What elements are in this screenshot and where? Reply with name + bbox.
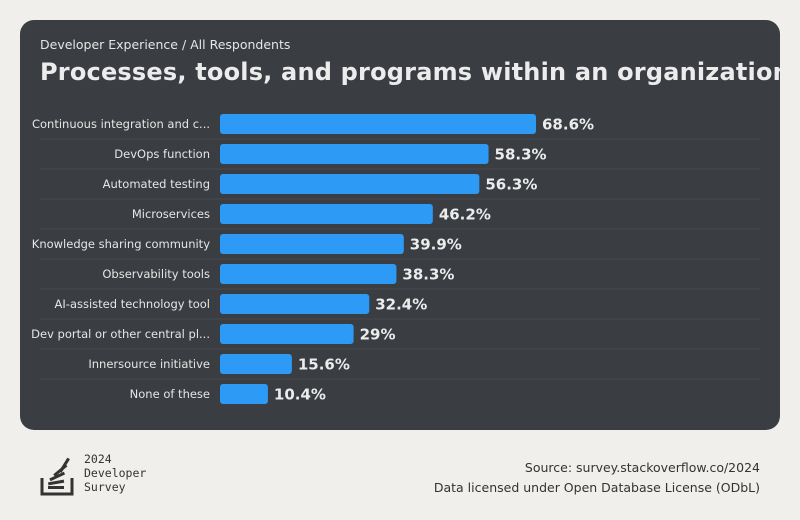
logo-line1: Developer <box>84 466 147 480</box>
bar <box>220 264 397 284</box>
category-label: None of these <box>130 387 210 401</box>
value-label: 15.6% <box>298 356 350 374</box>
value-label: 39.9% <box>410 236 462 254</box>
chart-title: Processes, tools, and programs within an… <box>40 58 780 86</box>
category-label: DevOps function <box>114 147 210 161</box>
bar <box>220 144 489 164</box>
stack-overflow-logo-icon <box>40 457 74 496</box>
source-attribution: Source: survey.stackoverflow.co/2024 Dat… <box>434 458 760 498</box>
source-line: Source: survey.stackoverflow.co/2024 <box>524 460 760 475</box>
bar <box>220 384 268 404</box>
bar <box>220 324 354 344</box>
value-label: 58.3% <box>495 146 547 164</box>
bar <box>220 354 292 374</box>
category-label: Dev portal or other central pl... <box>31 327 210 341</box>
bar <box>220 174 480 194</box>
category-label: Knowledge sharing community <box>32 237 210 251</box>
logo-year: 2024 <box>84 452 112 466</box>
survey-logo-text: 2024 Developer Survey <box>84 452 146 494</box>
bar <box>220 234 404 254</box>
value-label: 32.4% <box>375 296 427 314</box>
license-line: Data licensed under Open Database Licens… <box>433 480 760 495</box>
category-label: Microservices <box>132 207 210 221</box>
category-label: Automated testing <box>103 177 210 191</box>
value-label: 68.6% <box>542 116 594 134</box>
category-label: Observability tools <box>102 267 210 281</box>
bar <box>220 294 370 314</box>
value-label: 46.2% <box>439 206 491 224</box>
chart-card: Developer Experience / All Respondents P… <box>20 20 780 430</box>
category-label: Innersource initiative <box>88 357 210 371</box>
value-label: 56.3% <box>485 176 537 194</box>
logo-line2: Survey <box>84 480 126 494</box>
category-label: Continuous integration and c... <box>32 117 210 131</box>
category-label: AI-assisted technology tool <box>55 297 210 311</box>
bar-chart: Continuous integration and c... 68.6% DevO… <box>31 114 760 404</box>
bar <box>220 204 433 224</box>
value-label: 29% <box>360 326 396 344</box>
value-label: 38.3% <box>402 266 454 284</box>
breadcrumb: Developer Experience / All Respondents <box>40 37 291 52</box>
bar <box>220 114 536 134</box>
value-label: 10.4% <box>274 386 326 404</box>
